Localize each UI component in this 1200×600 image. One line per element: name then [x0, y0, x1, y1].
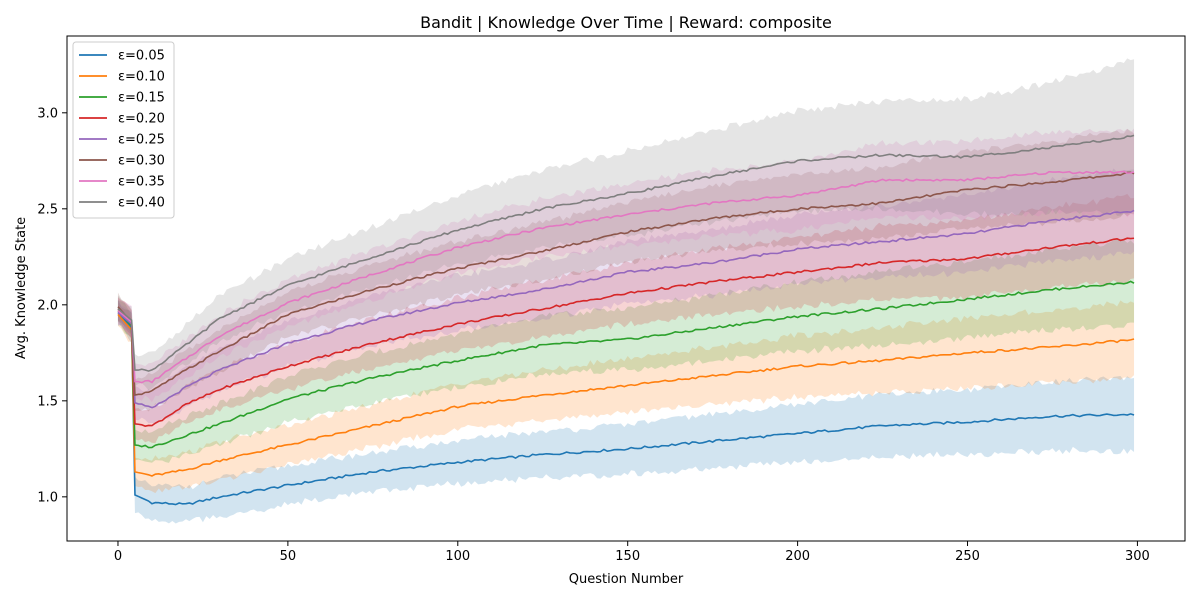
y-tick-label: 1.5	[37, 394, 58, 409]
y-axis: 1.0 1.5 2.0 2.5 3.0	[37, 106, 67, 505]
legend-label: ε=0.35	[118, 175, 165, 190]
band-3	[117, 238, 1135, 463]
series-line-1	[117, 311, 1135, 506]
band-4	[117, 193, 1135, 444]
legend-label: ε=0.10	[118, 70, 165, 85]
band-5	[117, 168, 1135, 425]
y-tick-label: 2.0	[37, 298, 58, 313]
x-tick-label: 150	[615, 549, 640, 564]
band-8	[117, 58, 1135, 391]
x-tick-label: 300	[1125, 549, 1150, 564]
series-line-4	[117, 237, 1135, 428]
x-axis: 0 50 100 150 200 250 300	[114, 541, 1150, 564]
x-tick-label: 50	[280, 549, 297, 564]
x-tick-label: 250	[955, 549, 980, 564]
x-tick-label: 0	[114, 549, 122, 564]
x-axis-label: Question Number	[569, 572, 684, 587]
band-2	[117, 300, 1135, 494]
legend-label: ε=0.40	[118, 196, 165, 211]
band-1	[117, 299, 1135, 524]
chart-title: Bandit | Knowledge Over Time | Reward: c…	[420, 13, 832, 32]
confidence-bands	[117, 58, 1135, 524]
series-line-6	[117, 171, 1135, 397]
y-axis-label: Avg. Knowledge State	[14, 217, 29, 359]
x-tick-label: 100	[445, 549, 470, 564]
x-tick-label: 200	[785, 549, 810, 564]
legend-box	[72, 41, 175, 219]
band-6	[117, 128, 1135, 412]
legend-label: ε=0.15	[118, 91, 165, 106]
series-line-5	[117, 209, 1135, 409]
legend-label: ε=0.30	[118, 154, 165, 169]
y-tick-label: 3.0	[37, 106, 58, 121]
legend-label: ε=0.20	[118, 112, 165, 127]
series-line-8	[117, 134, 1135, 372]
plot-frame	[66, 35, 1186, 542]
series-line-7	[117, 170, 1135, 384]
legend-label: ε=0.05	[118, 49, 165, 64]
y-tick-label: 2.5	[37, 202, 58, 217]
legend-label: ε=0.25	[118, 133, 165, 148]
band-7	[117, 128, 1135, 403]
series-line-2	[117, 313, 1135, 477]
y-tick-label: 1.0	[37, 490, 58, 505]
series-lines	[117, 134, 1135, 506]
series-line-3	[117, 280, 1135, 449]
legend: ε=0.05 ε=0.10 ε=0.15 ε=0.20 ε=0.25 ε=0.30 ε=0.…	[72, 41, 175, 219]
